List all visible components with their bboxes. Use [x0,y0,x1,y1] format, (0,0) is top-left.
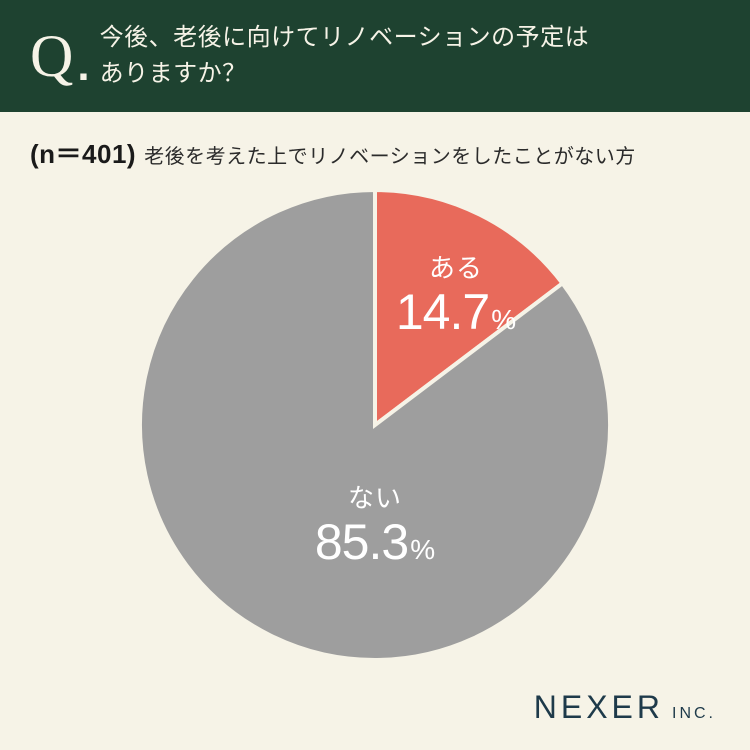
sample-description: 老後を考えた上でリノベーションをしたことがない方 [144,140,636,169]
sample-info: (n＝401) 老後を考えた上でリノベーションをしたことがない方 [30,134,636,171]
pie-chart: ある14.7% ない85.3% [140,190,610,660]
slice-label-yes: ある14.7% [356,248,556,337]
question-line-1: 今後、老後に向けてリノベーションの予定は [100,24,590,51]
sample-size: (n＝401) [30,134,136,171]
brand-logo: NEXER INC. [534,689,716,726]
q-dot: . [77,41,89,91]
slice-value-no: 85.3% [275,517,475,567]
slice-value-yes: 14.7% [356,287,556,337]
slice-label-no: ない85.3% [275,478,475,567]
q-letter: Q [30,22,71,91]
question-header: Q . 今後、老後に向けてリノベーションの予定は ありますか？ [0,0,750,112]
infographic-container: Q . 今後、老後に向けてリノベーションの予定は ありますか？ (n＝401) … [0,0,750,750]
chart-body: (n＝401) 老後を考えた上でリノベーションをしたことがない方 ある14.7%… [0,112,750,750]
slice-name-no: ない [275,478,475,515]
brand-sub: INC. [672,705,716,723]
question-line-2: ありますか？ [100,60,247,87]
brand-main: NEXER [534,689,664,726]
question-text: 今後、老後に向けてリノベーションの予定は ありますか？ [100,20,590,92]
slice-name-yes: ある [356,248,556,285]
